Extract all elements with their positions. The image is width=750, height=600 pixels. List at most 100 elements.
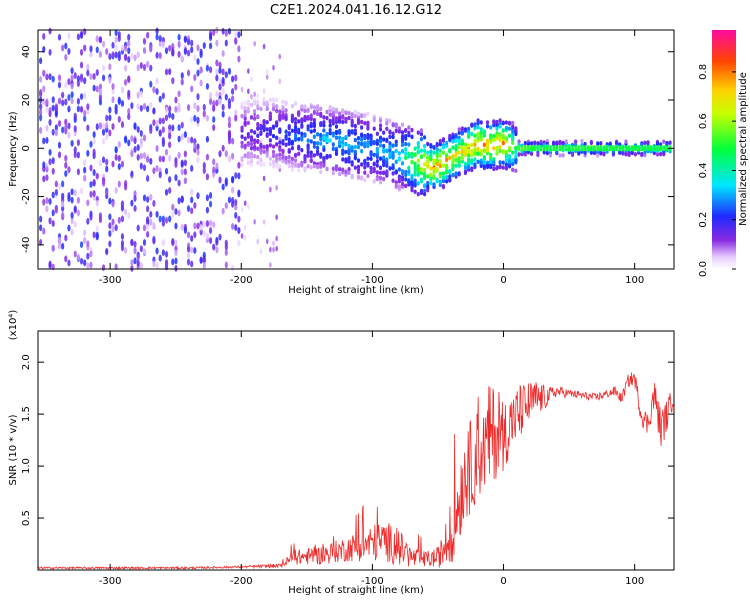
spectrogram-cell — [42, 175, 46, 183]
spectrogram-cell — [177, 90, 181, 98]
spectrogram-cell — [331, 121, 335, 126]
spectrogram-cell — [643, 145, 647, 152]
spectrogram-cell — [108, 114, 112, 122]
spectrogram-cell — [419, 166, 424, 172]
spectrogram-cell — [57, 81, 62, 89]
spectrogram-cell — [180, 55, 184, 62]
x-tick-label: -100 — [361, 576, 384, 587]
spectrogram-cell — [246, 151, 250, 156]
spectrogram-cell — [123, 246, 128, 254]
spectrogram-cell — [574, 139, 578, 145]
spectrogram-cell — [120, 239, 125, 247]
spectrogram-cell — [290, 167, 294, 172]
spectrogram-cell — [168, 187, 172, 194]
spectrogram-cell — [281, 149, 285, 154]
spectrogram-cell — [331, 133, 335, 138]
spectrogram-cell — [262, 149, 266, 154]
spectrogram-cell — [224, 93, 228, 101]
spectrogram-cell — [168, 111, 172, 119]
spectrogram-cell — [127, 47, 131, 55]
spectrogram-cell — [193, 247, 197, 254]
spectrogram-cell — [344, 141, 348, 147]
spectrogram-cell — [419, 179, 424, 184]
spectrogram-cell — [70, 91, 74, 99]
figure-title: C2E1.2024.041.16.12.G12 — [270, 3, 442, 18]
spectrogram-cell — [397, 151, 402, 156]
spectrogram-cell — [205, 114, 210, 122]
spectrogram-cell — [249, 141, 254, 147]
spectrogram-cell — [218, 61, 222, 69]
spectrogram-cell — [284, 108, 288, 113]
spectrogram-cell — [164, 47, 169, 55]
spectrogram-cell — [152, 86, 156, 94]
spectrogram-cell — [662, 145, 666, 152]
spectrogram-cell — [199, 224, 203, 231]
spectrogram-cell — [158, 117, 162, 125]
spectrogram-cell — [224, 249, 228, 256]
spectrogram-cell — [271, 125, 276, 130]
spectrogram-cell — [164, 216, 169, 224]
spectrogram-cell — [51, 220, 55, 227]
spectrogram-cell — [259, 143, 263, 148]
spectrogram-cell — [385, 137, 389, 143]
spectrogram-cell — [278, 117, 282, 122]
y-tick-label: 1.0 — [21, 458, 32, 474]
spectrogram-cell — [73, 220, 77, 228]
colorbar-ticks: 0.0 0.2 0.4 0.6 0.8 — [698, 64, 736, 277]
spectrogram-cell — [158, 254, 162, 262]
spectrogram-cell — [139, 62, 143, 69]
spectrogram-cell — [614, 140, 619, 146]
spectrogram-cell — [215, 162, 219, 170]
spectrogram-cell — [319, 164, 323, 169]
spectrogram-cell — [322, 115, 326, 120]
spectrogram-cell — [454, 171, 458, 176]
spectrogram-cell — [290, 128, 294, 133]
spectrogram-cell — [253, 108, 257, 114]
spectrogram-cell — [630, 150, 634, 156]
spectrogram-cell — [514, 154, 518, 159]
spectrogram-cell — [511, 124, 515, 129]
spectrogram-cell — [426, 180, 430, 186]
spectrogram-cell — [101, 64, 106, 72]
spectrogram-cell — [70, 82, 74, 90]
spectrogram-cell — [190, 39, 194, 47]
spectrogram-cell — [262, 101, 266, 106]
spectrogram-cell — [640, 145, 644, 152]
spectrogram-cell — [325, 109, 329, 115]
spectrogram-cell — [369, 133, 373, 138]
spectrogram-cell — [297, 151, 301, 157]
spectrogram-cell — [476, 131, 480, 137]
spectrogram-cell — [79, 187, 84, 195]
spectrogram-cell — [237, 215, 241, 223]
spectrogram-cell — [152, 221, 156, 229]
spectrogram-cell — [186, 49, 191, 57]
spectrogram-cell — [224, 261, 228, 269]
spectrogram-cell — [467, 157, 471, 162]
spectrogram-cell — [495, 126, 499, 131]
spectrogram-cell — [259, 248, 263, 255]
spectrogram-cell — [363, 142, 367, 147]
spectrogram-cell — [284, 115, 288, 121]
spectrogram-cell — [451, 145, 455, 150]
spectrogram-cell — [57, 74, 62, 82]
spectrogram-cell — [514, 145, 518, 150]
spectrogram-cell — [394, 142, 398, 148]
spectrogram-cell — [268, 143, 272, 148]
spectrogram-cell — [265, 100, 269, 105]
spectrogram-cell — [422, 183, 427, 189]
spectrogram-cell — [568, 145, 571, 152]
spectrogram-cell — [247, 204, 250, 210]
spectrogram-cell — [73, 112, 77, 120]
y-tick-label: 40 — [21, 45, 32, 58]
spectrogram-cell — [511, 140, 515, 145]
spectrogram-cell — [589, 150, 593, 155]
spectrogram-cell — [127, 75, 131, 83]
spectrogram-cell — [123, 180, 128, 187]
spectrogram-cell — [372, 152, 376, 158]
spectrogram-cell — [621, 151, 625, 156]
spectrogram-cell — [281, 99, 285, 104]
spectrogram-cell — [95, 123, 99, 131]
spectrogram-cell — [54, 129, 58, 137]
spectrogram-cell — [180, 72, 184, 80]
spectrogram-cell — [183, 150, 187, 158]
